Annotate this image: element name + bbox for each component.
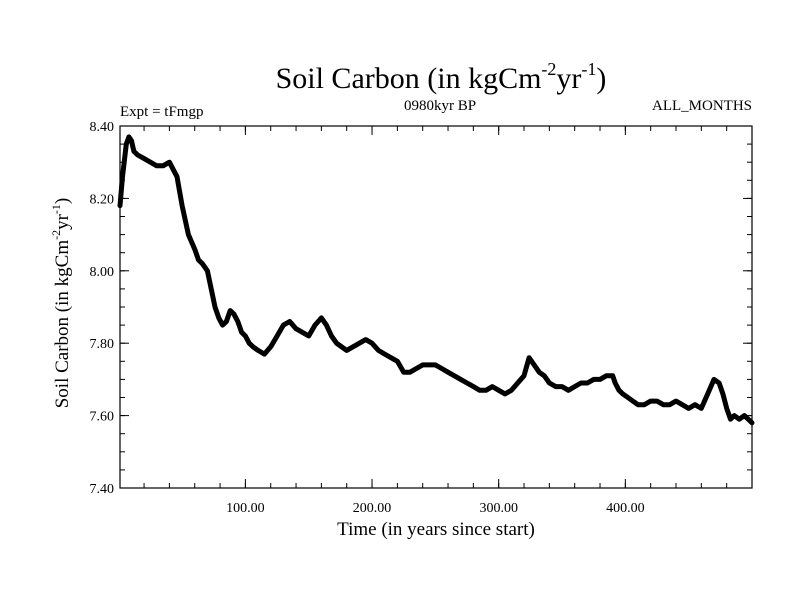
y-tick-label: 7.80 [90,337,115,352]
y-tick-label: 8.40 [90,120,115,135]
x-tick-label: 100.00 [226,501,265,516]
x-tick-label: 200.00 [353,501,392,516]
y-tick-label: 8.20 [90,192,115,207]
soil-carbon-series-line [117,134,755,426]
y-tick-label: 7.60 [90,410,115,425]
y-tick-label: 8.00 [90,265,115,280]
x-axis-label: Time (in years since start) [337,519,535,540]
y-axis-label: Soil Carbon (in kgCm-2yr-1) [49,198,73,409]
tick-labels: 7.40 7.60 7.80 8.00 8.20 8.40 100.00 200.00 300.… [90,120,645,516]
experiment-label: Expt = tFmgp [120,104,203,120]
x-tick-label: 300.00 [479,501,518,516]
months-label: ALL_MONTHS [652,98,752,114]
x-tick-label: 400.00 [606,501,645,516]
chart-title: Soil Carbon (in kgCm-2yr-1) [276,59,607,95]
y-tick-label: 7.40 [90,482,115,497]
period-label: 0980kyr BP [404,98,476,114]
